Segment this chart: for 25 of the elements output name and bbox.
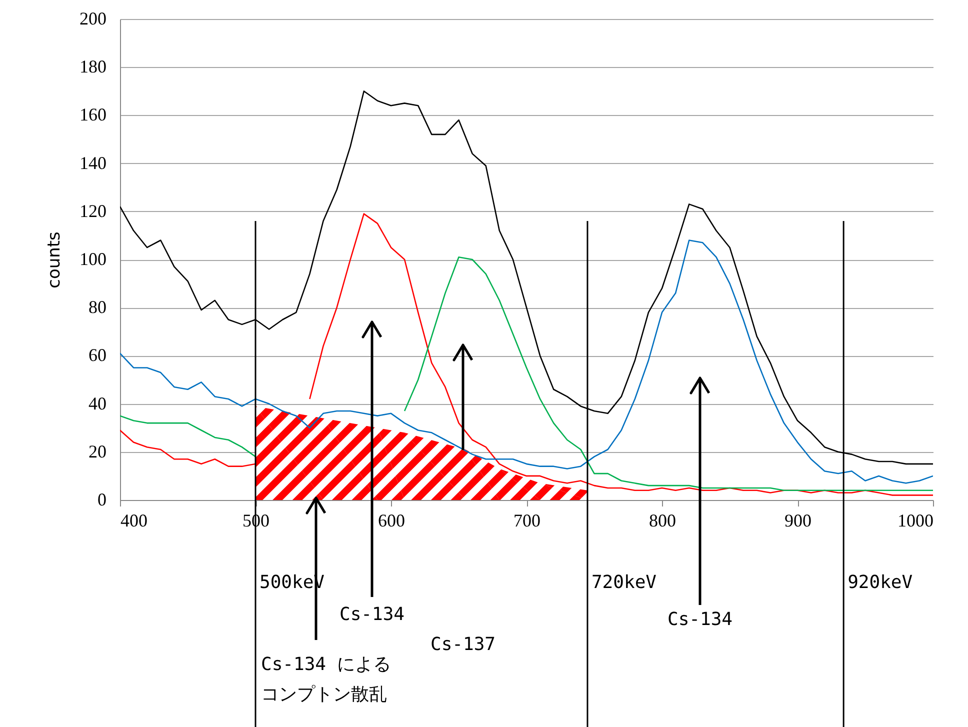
x-tick-label: 800	[649, 510, 676, 530]
x-tick-label: 1000	[898, 510, 934, 530]
y-tick-label: 200	[80, 8, 106, 28]
text: Cs-134 による	[261, 654, 391, 675]
text: Cs-134	[667, 609, 733, 630]
y-tick-label: 180	[80, 56, 106, 77]
y-tick-label: 20	[88, 441, 106, 462]
text: Cs-134	[339, 604, 405, 625]
y-tick-label: 60	[88, 345, 106, 366]
y-tick-label: 80	[88, 297, 106, 318]
y-tick-label: 120	[80, 200, 106, 221]
y-tick-label: 40	[88, 393, 106, 414]
x-tick-label: 400	[120, 510, 148, 530]
ref-line-label: 920keV	[848, 572, 913, 593]
y-tick-label: 100	[80, 249, 106, 269]
y-axis-title: counts	[44, 231, 64, 288]
x-tick-label: 900	[784, 510, 812, 530]
y-tick-label: 140	[80, 152, 106, 173]
text: Cs-137	[430, 634, 496, 655]
ref-line-label: 720keV	[591, 572, 657, 593]
text: コンプトン散乱	[261, 684, 387, 705]
x-tick-label: 700	[514, 510, 540, 530]
x-tick-label: 600	[378, 510, 405, 530]
y-tick-label: 160	[80, 104, 106, 125]
y-tick-label: 0	[98, 490, 106, 510]
